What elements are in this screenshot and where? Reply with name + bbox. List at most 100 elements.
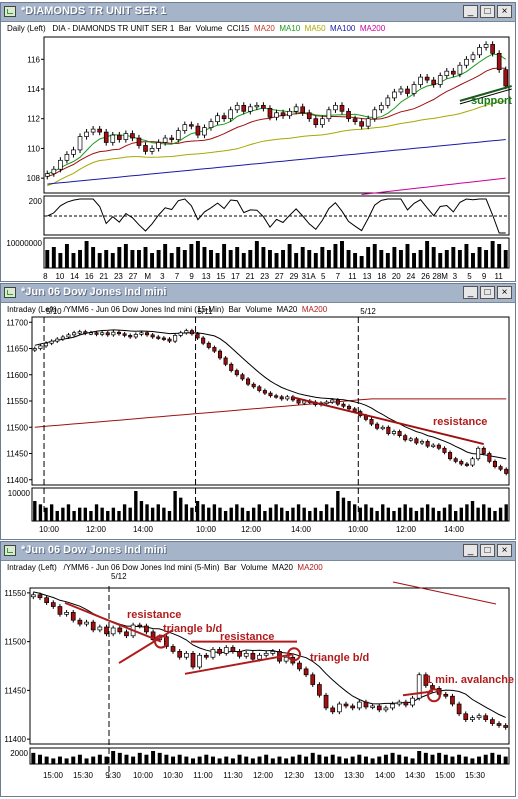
- volume-bar: [31, 752, 36, 764]
- price-bar-body: [183, 652, 189, 658]
- title-bar[interactable]: *DIAMONDS TR UNIT SER 1 _ □ ×: [1, 3, 515, 22]
- volume-bar: [104, 250, 109, 268]
- price-bar-body: [170, 646, 176, 652]
- ma20-label: MA20: [276, 305, 298, 314]
- minimize-button[interactable]: _: [463, 544, 478, 557]
- maximize-button[interactable]: □: [480, 544, 495, 557]
- price-bar-body: [356, 701, 362, 709]
- volume-bar: [438, 253, 443, 268]
- close-button[interactable]: ×: [497, 544, 512, 557]
- volume-bar: [263, 511, 267, 521]
- price-bar-body: [274, 395, 279, 398]
- minimize-button[interactable]: _: [463, 286, 478, 299]
- volume-bar: [390, 752, 395, 764]
- volume-bar: [366, 247, 371, 268]
- y-axis-label: 11500: [6, 423, 28, 432]
- price-bar-body: [337, 703, 342, 713]
- annotation-label: triangle b/d: [310, 652, 369, 664]
- price-bar-body: [83, 331, 88, 334]
- axis-side-label: (Left): [38, 305, 57, 314]
- price-bar-body: [267, 107, 273, 118]
- close-button[interactable]: ×: [497, 286, 512, 299]
- volume-bar: [51, 247, 56, 268]
- price-bar-body: [189, 330, 194, 335]
- price-bar-body: [324, 401, 329, 404]
- price-bar-body: [246, 378, 251, 385]
- price-bar-body: [442, 447, 447, 453]
- volume-bar: [78, 250, 82, 268]
- study-volume: Volume: [195, 24, 223, 33]
- chart-window-ym-15min: *Jun 06 Dow Jones Ind mini _ □ × Intrada…: [0, 283, 516, 540]
- maximize-button[interactable]: □: [480, 286, 495, 299]
- price-bar-body: [320, 118, 325, 126]
- volume-bar: [71, 756, 76, 764]
- price-bar-body: [149, 148, 155, 152]
- price-bar-body: [162, 137, 168, 143]
- volume-bar: [498, 507, 503, 521]
- x-axis-label: 15:30: [465, 771, 486, 780]
- x-axis-label: 12:00: [253, 771, 274, 780]
- volume-bar: [156, 504, 160, 521]
- price-bar-body: [251, 383, 256, 388]
- support-line-2: [459, 88, 512, 105]
- x-axis-label: 8: [43, 272, 48, 281]
- price-bar-body: [257, 654, 262, 660]
- volume-bar: [122, 504, 127, 521]
- volume-bar: [44, 756, 49, 764]
- volume-bar: [37, 754, 42, 764]
- price-bar-body: [490, 719, 495, 724]
- minimize-button[interactable]: _: [463, 5, 478, 18]
- ma200-label: MA200: [359, 24, 386, 33]
- title-bar[interactable]: *Jun 06 Dow Jones Ind mini _ □ ×: [1, 542, 515, 561]
- volume-bar: [291, 507, 295, 521]
- price-bar-body: [498, 466, 503, 470]
- annotation-label: 1 min. avalanche: [426, 674, 514, 686]
- volume-bar: [223, 511, 228, 521]
- chart-app-icon: [4, 6, 16, 17]
- price-bar-body: [44, 597, 49, 603]
- volume-bar: [277, 756, 282, 764]
- period-label: Daily: [7, 24, 25, 33]
- volume-bar: [270, 758, 275, 764]
- chart-app-icon: [4, 287, 16, 298]
- volume-bar: [386, 507, 391, 521]
- x-axis-label: 21: [246, 272, 255, 281]
- x-axis-label: 11: [495, 272, 504, 281]
- volume-bar: [442, 507, 447, 521]
- chart-window-ym-5min: *Jun 06 Dow Jones Ind mini _ □ × Intrada…: [0, 541, 516, 797]
- price-bar-body: [223, 357, 228, 365]
- breakdown-circle-2: [287, 647, 301, 662]
- volume-bar: [308, 511, 312, 521]
- x-axis-label: 16: [85, 272, 94, 281]
- volume-bar: [392, 511, 396, 521]
- volume-bar: [471, 253, 475, 268]
- volume-bar: [184, 504, 189, 521]
- x-axis-label: 14:00: [375, 771, 396, 780]
- volume-bar: [444, 250, 449, 268]
- volume-bar: [457, 754, 462, 764]
- volume-bar: [483, 754, 488, 764]
- price-bar-body: [241, 104, 247, 112]
- x-axis-label: 3: [160, 272, 165, 281]
- price-bar-body: [105, 332, 110, 336]
- price-bar-body: [464, 58, 469, 66]
- maximize-button[interactable]: □: [480, 5, 495, 18]
- price-bar-body: [369, 419, 374, 425]
- close-button[interactable]: ×: [497, 5, 512, 18]
- price-bar-body: [274, 112, 279, 118]
- price-bar-body: [425, 441, 430, 447]
- price-bar-body: [403, 435, 408, 441]
- price-bar-body: [156, 336, 161, 339]
- volume-bar: [64, 244, 69, 268]
- volume-bar: [285, 511, 290, 521]
- price-bar-body: [50, 602, 56, 607]
- volume-bar: [437, 511, 441, 521]
- title-bar[interactable]: *Jun 06 Dow Jones Ind mini _ □ ×: [1, 284, 515, 303]
- price-bar-body: [464, 463, 469, 466]
- volume-bar: [470, 758, 475, 764]
- price-bar-body: [156, 142, 161, 149]
- price-bar-body: [450, 695, 455, 705]
- price-bar-body: [64, 612, 69, 615]
- x-axis-label: 10:00: [39, 525, 60, 534]
- x-axis-label: 23: [114, 272, 123, 281]
